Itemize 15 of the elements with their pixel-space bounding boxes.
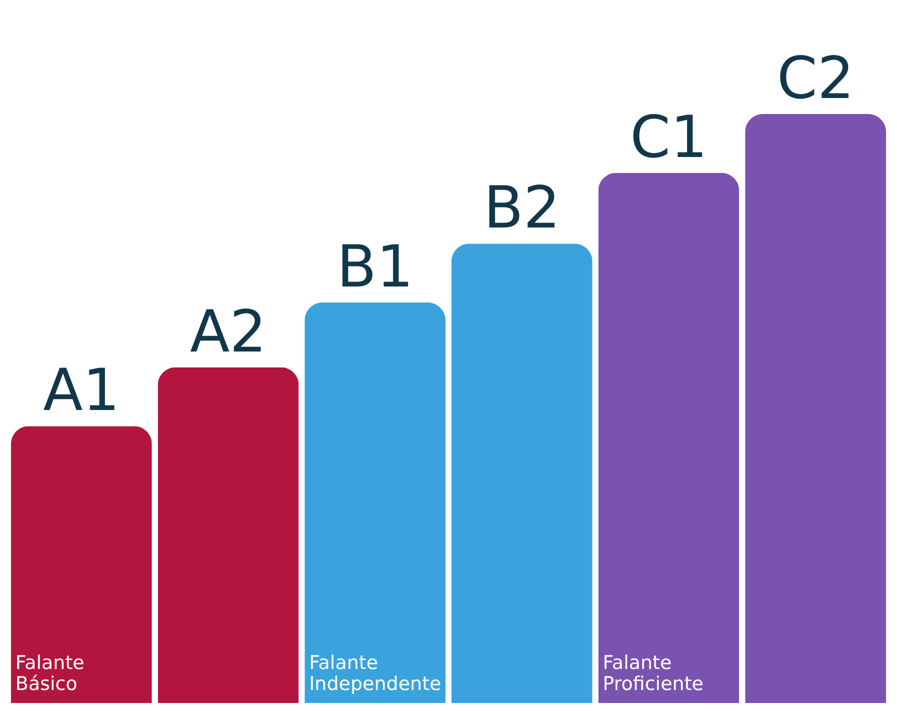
bar bbox=[10, 426, 152, 703]
bar bbox=[451, 244, 592, 703]
x-tick-label: C1 bbox=[630, 102, 708, 171]
bar bbox=[598, 172, 740, 703]
x-tick-label: A1 bbox=[43, 356, 120, 424]
x-tick-label: B1 bbox=[336, 232, 414, 300]
annotation: Falante Básico bbox=[15, 652, 84, 695]
bar bbox=[745, 114, 886, 703]
annotation: Falante Proficiente bbox=[602, 652, 704, 695]
annotation: Falante Independente bbox=[309, 652, 442, 695]
bar bbox=[158, 367, 299, 703]
bar bbox=[304, 302, 446, 703]
x-tick-label: A2 bbox=[190, 297, 267, 366]
x-tick-label: B2 bbox=[484, 174, 560, 242]
x-tick-label: C2 bbox=[776, 44, 854, 112]
